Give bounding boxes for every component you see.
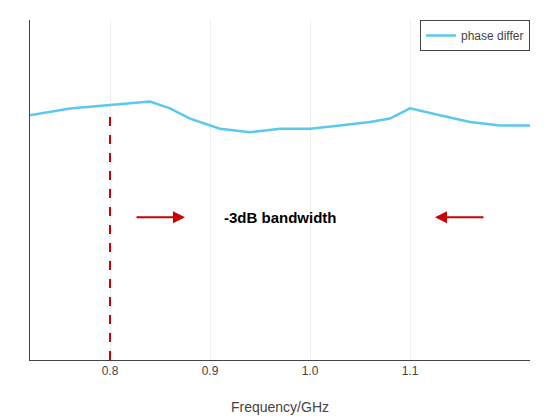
svg-text:0.8: 0.8 — [102, 364, 119, 378]
svg-text:phase differ: phase differ — [461, 29, 524, 43]
svg-text:0.9: 0.9 — [202, 364, 219, 378]
svg-text:-3dB bandwidth: -3dB bandwidth — [224, 209, 337, 226]
svg-text:1.1: 1.1 — [402, 364, 419, 378]
svg-text:Frequency/GHz: Frequency/GHz — [231, 399, 329, 415]
svg-text:1.0: 1.0 — [302, 364, 319, 378]
